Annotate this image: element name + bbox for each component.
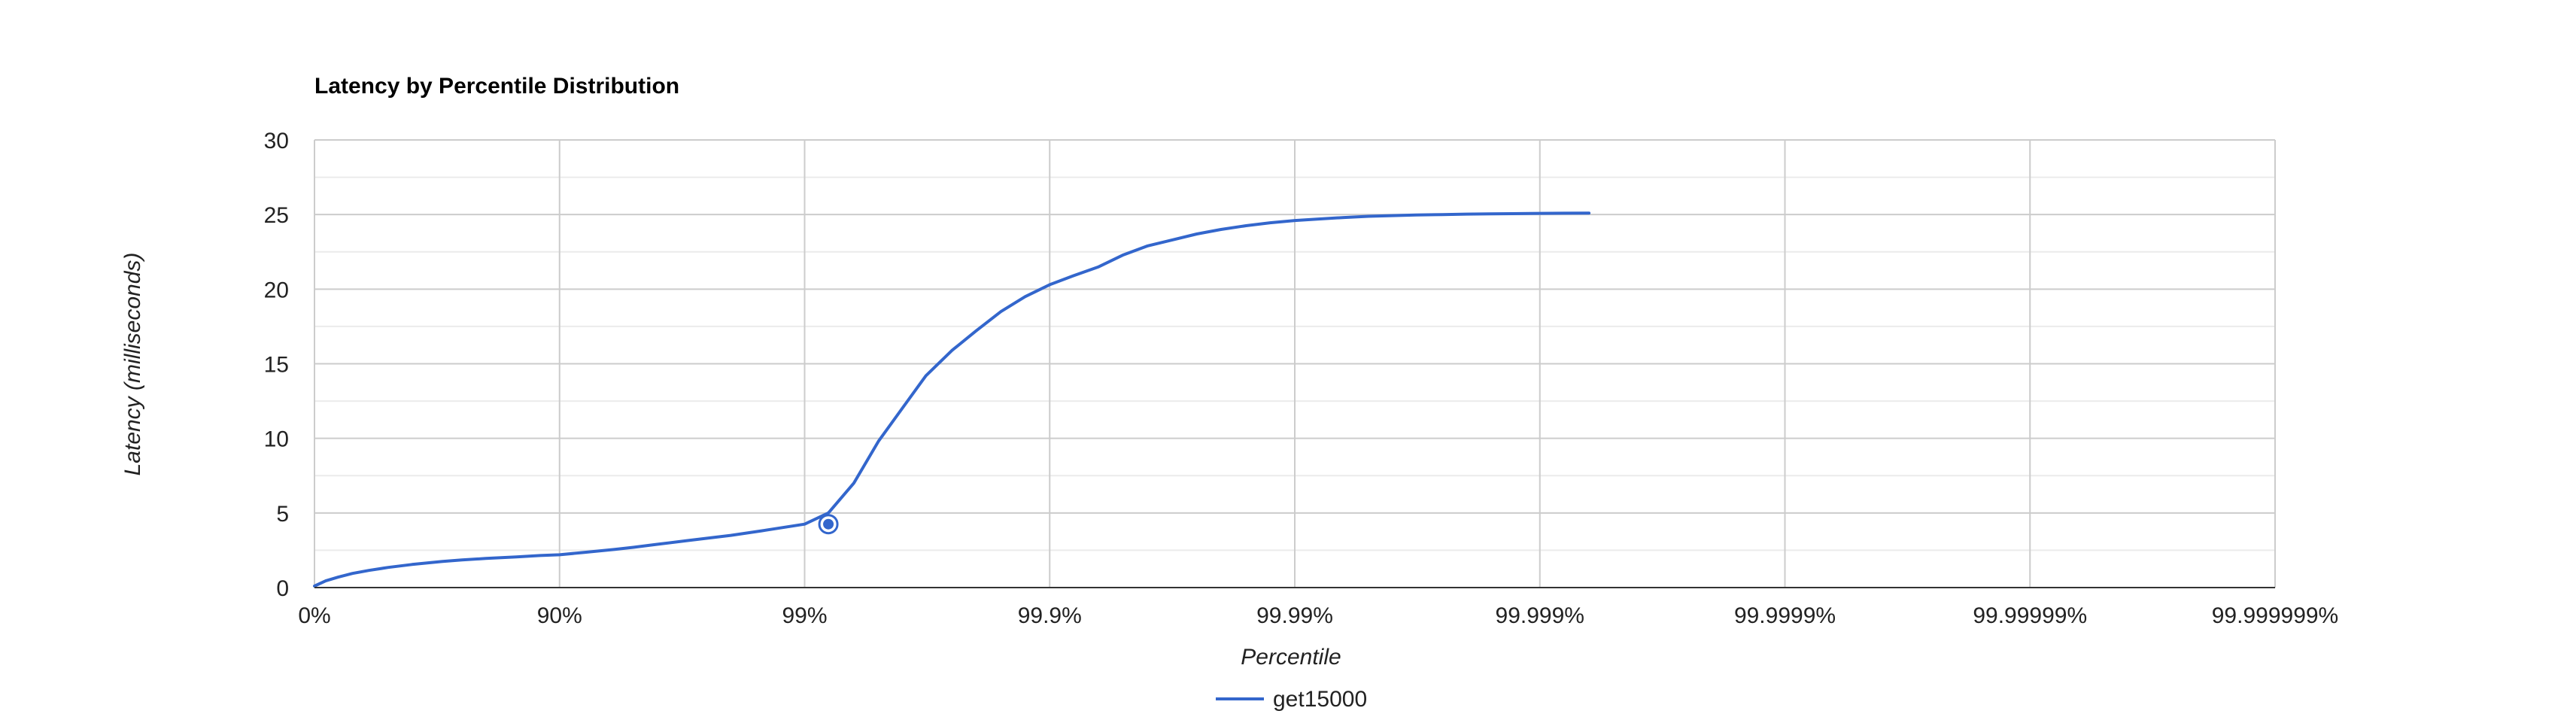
x-tick-label: 99.99% xyxy=(1256,603,1333,628)
y-tick-label: 5 xyxy=(276,502,289,527)
x-axis-tick-labels: 0% 90% 99% 99.9% 99.99% 99.999% 99.9999% 99.999… xyxy=(298,603,2338,628)
x-tick-label: 99.9999% xyxy=(1734,603,1836,628)
highlight-point[interactable] xyxy=(823,518,834,530)
x-tick-label: 99.999999% xyxy=(2212,603,2339,628)
y-tick-label: 30 xyxy=(264,129,289,153)
y-tick-label: 10 xyxy=(264,427,289,452)
series-line-get15000 xyxy=(313,211,1591,588)
series-layer xyxy=(313,211,1591,588)
x-tick-label: 0% xyxy=(298,603,330,628)
y-tick-label: 25 xyxy=(264,203,289,228)
x-axis-label: Percentile xyxy=(1241,645,1341,670)
legend-label-get15000: get15000 xyxy=(1273,687,1367,712)
major-gridlines xyxy=(314,139,2276,588)
x-tick-label: 99.999% xyxy=(1496,603,1584,628)
chart-title: Latency by Percentile Distribution xyxy=(314,74,679,99)
y-axis-tick-labels: 0 5 10 15 20 25 30 xyxy=(264,129,289,601)
x-tick-label: 90% xyxy=(537,603,582,628)
y-tick-label: 0 xyxy=(276,576,289,601)
x-tick-label: 99.9% xyxy=(1018,603,1082,628)
x-tick-label: 99.99999% xyxy=(1973,603,2087,628)
legend: get15000 xyxy=(1216,687,1367,712)
y-axis-label: Latency (milliseconds) xyxy=(120,253,145,476)
y-tick-label: 15 xyxy=(264,353,289,378)
x-tick-label: 99% xyxy=(782,603,827,628)
y-tick-label: 20 xyxy=(264,278,289,302)
